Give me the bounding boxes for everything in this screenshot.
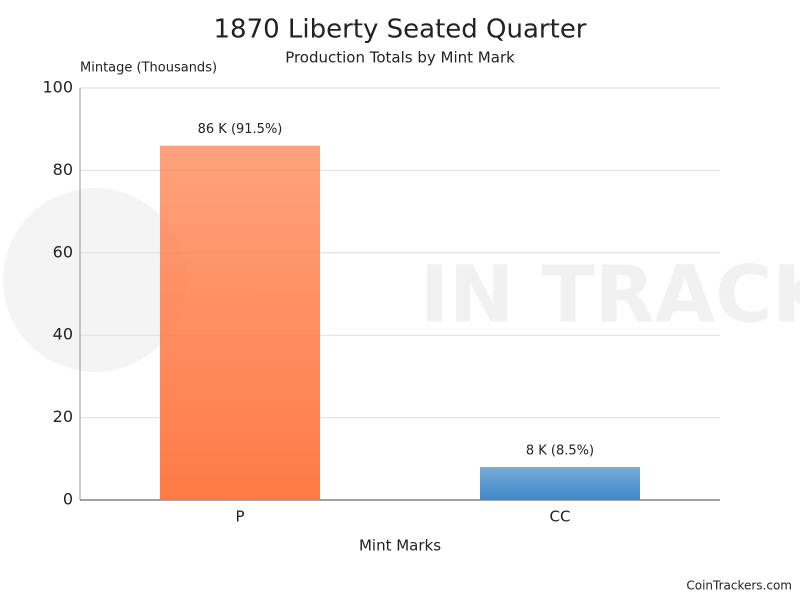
x-tick-label: P — [235, 508, 244, 526]
y-axis-title: Mintage (Thousands) — [80, 61, 217, 76]
x-tick-label: CC — [550, 508, 571, 526]
y-tick-label: 40 — [53, 325, 73, 344]
y-tick-label: 0 — [63, 490, 73, 509]
y-tick-label: 80 — [53, 160, 73, 179]
bar — [480, 467, 640, 500]
y-tick-label: 60 — [53, 242, 73, 261]
value-label: 8 K (8.5%) — [526, 444, 594, 459]
credit: CoinTrackers.com — [686, 579, 792, 593]
y-tick-label: 100 — [42, 78, 73, 97]
x-axis-title: Mint Marks — [359, 537, 441, 555]
chart-title: 1870 Liberty Seated Quarter — [213, 15, 586, 45]
watermark-logo — [3, 188, 187, 372]
bar — [160, 145, 320, 500]
value-label: 86 K (91.5%) — [198, 122, 283, 137]
watermark: IN TRACKERS — [420, 250, 800, 340]
y-tick-label: 20 — [53, 407, 73, 426]
chart-subtitle: Production Totals by Mint Mark — [285, 49, 515, 67]
